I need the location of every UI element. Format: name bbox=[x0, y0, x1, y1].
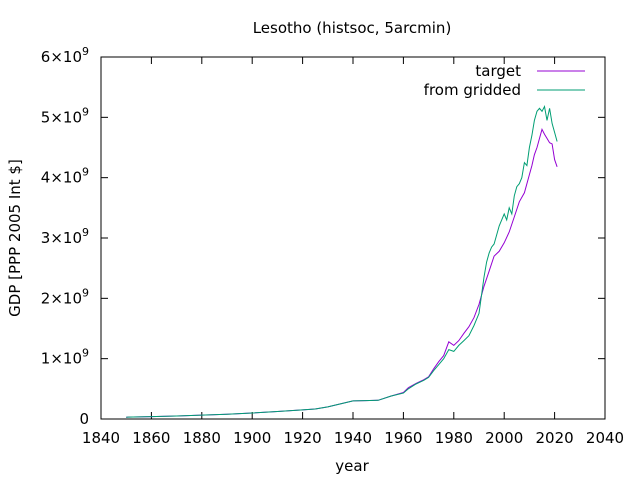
x-tick-label: 1920 bbox=[284, 429, 322, 447]
series-line-from-gridded bbox=[126, 104, 558, 418]
y-tick-label: 1×109 bbox=[41, 347, 89, 368]
y-tick-label: 5×109 bbox=[41, 105, 89, 126]
x-tick-label: 2000 bbox=[485, 429, 523, 447]
plot-frame bbox=[100, 56, 606, 420]
y-tick-mantissa: 4×10 bbox=[41, 169, 82, 187]
chart-title: Lesotho (histsoc, 5arcmin) bbox=[253, 19, 452, 37]
legend-label: target bbox=[475, 62, 521, 80]
x-tick-label: 2040 bbox=[586, 429, 624, 447]
x-tick-label: 1980 bbox=[435, 429, 473, 447]
y-tick-exponent: 9 bbox=[82, 166, 89, 179]
y-tick-mantissa: 5×10 bbox=[41, 108, 82, 126]
y-tick-label: 4×109 bbox=[41, 166, 89, 187]
y-tick-label: 2×109 bbox=[41, 286, 89, 307]
x-tick-label: 1880 bbox=[183, 429, 221, 447]
x-tick-label: 1860 bbox=[132, 429, 170, 447]
y-tick-label: 6×109 bbox=[41, 45, 89, 66]
x-tick-label: 1840 bbox=[82, 429, 120, 447]
x-tick-label: 1940 bbox=[334, 429, 372, 447]
y-tick-mantissa: 0 bbox=[79, 410, 89, 428]
y-tick-exponent: 9 bbox=[82, 45, 89, 58]
y-tick-label: 0 bbox=[79, 410, 89, 428]
x-axis-ticks: 1840 1860 1880 1900 1920 1940 1960 1980 2000 2020… bbox=[82, 57, 624, 447]
y-tick-exponent: 9 bbox=[82, 105, 89, 118]
y-tick-exponent: 9 bbox=[82, 226, 89, 239]
series-lines bbox=[126, 104, 558, 418]
y-axis-label: GDP [PPP 2005 Int $] bbox=[6, 159, 24, 317]
y-tick-exponent: 9 bbox=[82, 286, 89, 299]
y-tick-exponent: 9 bbox=[82, 347, 89, 360]
x-tick-label: 1900 bbox=[233, 429, 271, 447]
x-axis-label: year bbox=[335, 457, 369, 475]
y-tick-mantissa: 1×10 bbox=[41, 350, 82, 368]
series-line-target bbox=[126, 128, 558, 418]
y-tick-mantissa: 2×10 bbox=[41, 289, 82, 307]
y-tick-label: 3×109 bbox=[41, 226, 89, 247]
x-tick-label: 1960 bbox=[384, 429, 422, 447]
y-tick-mantissa: 3×10 bbox=[41, 229, 82, 247]
x-tick-label: 2020 bbox=[536, 429, 574, 447]
legend-label: from gridded bbox=[424, 81, 521, 99]
y-tick-mantissa: 6×10 bbox=[41, 48, 82, 66]
